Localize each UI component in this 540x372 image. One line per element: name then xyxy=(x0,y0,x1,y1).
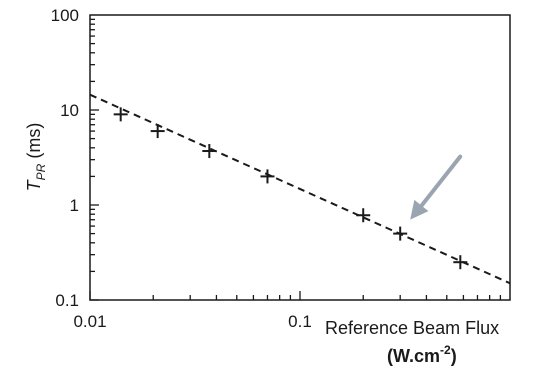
data-point xyxy=(260,169,275,184)
x-axis-unit-prefix: (W.cm xyxy=(387,346,440,366)
data-point xyxy=(113,107,128,122)
data-point xyxy=(202,144,217,159)
y-axis-title: TPR (ms) xyxy=(24,123,48,192)
arrow-head xyxy=(410,199,429,220)
data-points xyxy=(113,107,468,270)
x-axis-title: Reference Beam Flux xyxy=(325,318,499,338)
arrow-annotation xyxy=(410,154,463,220)
arrow-shaft xyxy=(417,154,463,211)
y-tick-label: 10 xyxy=(60,101,79,120)
y-axis-title-sub: PR xyxy=(34,163,48,180)
data-point xyxy=(356,208,371,223)
plot-frame xyxy=(89,14,511,301)
y-tick-label: 1 xyxy=(70,196,79,215)
y-tick-label: 0.1 xyxy=(55,291,79,310)
y-axis-title-main: T xyxy=(24,178,44,191)
data-point xyxy=(150,124,165,139)
tick-labels: 0.01 0.1 100 10 1 0.1 xyxy=(51,6,312,331)
y-tick-label: 100 xyxy=(51,6,79,25)
fit-line xyxy=(89,93,511,285)
y-axis-title-unit: (ms) xyxy=(24,123,44,164)
x-tick-label: 0.1 xyxy=(288,312,312,331)
x-axis-unit: (W.cm-2) xyxy=(387,343,457,366)
x-axis-unit-suffix: ) xyxy=(451,346,457,366)
axis-ticks xyxy=(89,18,502,301)
x-tick-label: 0.01 xyxy=(73,312,106,331)
x-axis-unit-exponent: -2 xyxy=(440,343,451,357)
data-point xyxy=(453,255,468,270)
data-point xyxy=(393,226,408,241)
